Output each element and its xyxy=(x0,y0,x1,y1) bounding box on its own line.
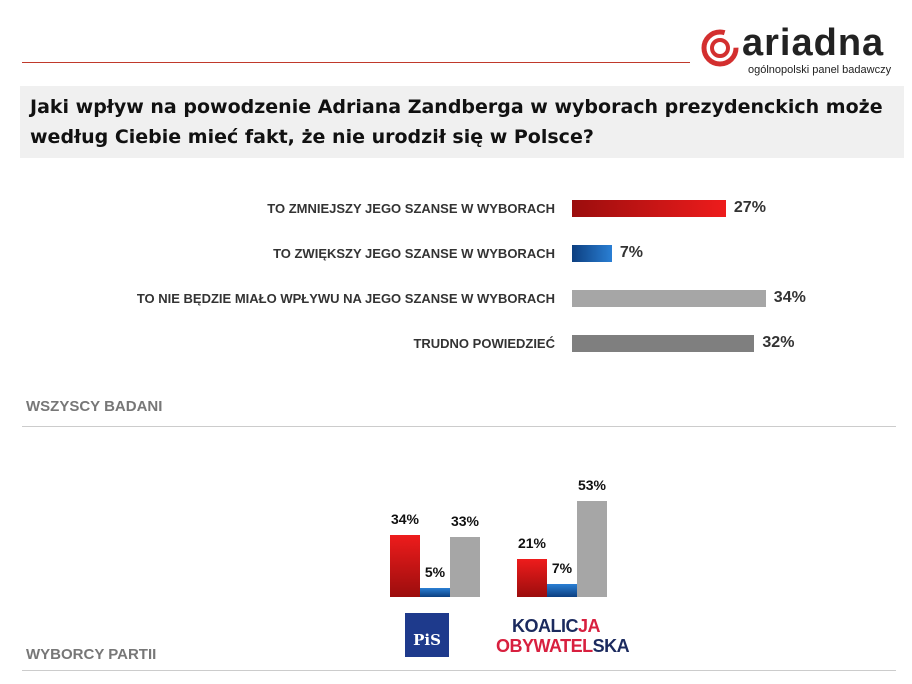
value-label: 53% xyxy=(577,476,607,493)
logo-tagline: ogólnopolski panel badawczy xyxy=(748,64,892,76)
bar xyxy=(390,535,420,597)
ko-text: OBYWATEL xyxy=(496,636,593,656)
bar xyxy=(547,584,577,597)
logo-word: ariadna xyxy=(742,22,885,64)
bar xyxy=(572,335,755,352)
bar xyxy=(517,558,547,597)
category-label: TO ZWIĘKSZY JEGO SZANSE W WYBORACH xyxy=(273,246,555,261)
ko-text: JA xyxy=(578,616,601,636)
value-label: 5% xyxy=(424,563,446,580)
divider xyxy=(22,426,896,427)
value-label: 32% xyxy=(762,334,795,351)
section-all-respondents: WSZYSCY BADANI xyxy=(26,398,163,415)
value-label: 27% xyxy=(733,199,766,216)
value-label: 34% xyxy=(390,511,420,528)
ko-text: SKA xyxy=(592,636,630,656)
value-label: 7% xyxy=(551,560,573,577)
bar xyxy=(577,500,607,597)
category-label: TO NIE BĘDZIE MIAŁO WPŁYWU NA JEGO SZANS… xyxy=(136,291,555,306)
bar xyxy=(572,245,612,262)
header-rule xyxy=(22,62,690,63)
value-label: 7% xyxy=(619,244,644,261)
value-label: 34% xyxy=(773,289,806,306)
bar xyxy=(572,200,726,217)
section-party-voters: WYBORCY PARTII xyxy=(26,646,157,663)
value-label: 21% xyxy=(517,534,547,551)
pis-logo: PiS xyxy=(405,613,449,657)
question-box xyxy=(20,86,904,158)
bar xyxy=(450,536,480,597)
value-label: 33% xyxy=(450,512,480,529)
ariadna-logo xyxy=(701,29,739,67)
question-title: Jaki wpływ na powodzenie Adriana Zandber… xyxy=(30,96,883,148)
category-label: TRUDNO POWIEDZIEĆ xyxy=(413,336,555,351)
ko-logo-line2: OBYWATELSKA xyxy=(496,636,630,657)
ko-logo-line1: KOALICJA xyxy=(512,616,601,637)
bar xyxy=(572,290,766,307)
bar xyxy=(420,587,450,597)
ko-text: KOALIC xyxy=(512,616,579,636)
divider xyxy=(22,670,896,671)
category-label: TO ZMNIEJSZY JEGO SZANSE W WYBORACH xyxy=(267,201,555,216)
